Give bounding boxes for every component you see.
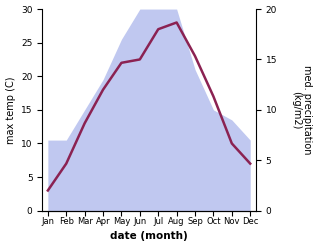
X-axis label: date (month): date (month): [110, 231, 188, 242]
Y-axis label: med. precipitation
(kg/m2): med. precipitation (kg/m2): [291, 65, 313, 155]
Y-axis label: max temp (C): max temp (C): [5, 76, 16, 144]
